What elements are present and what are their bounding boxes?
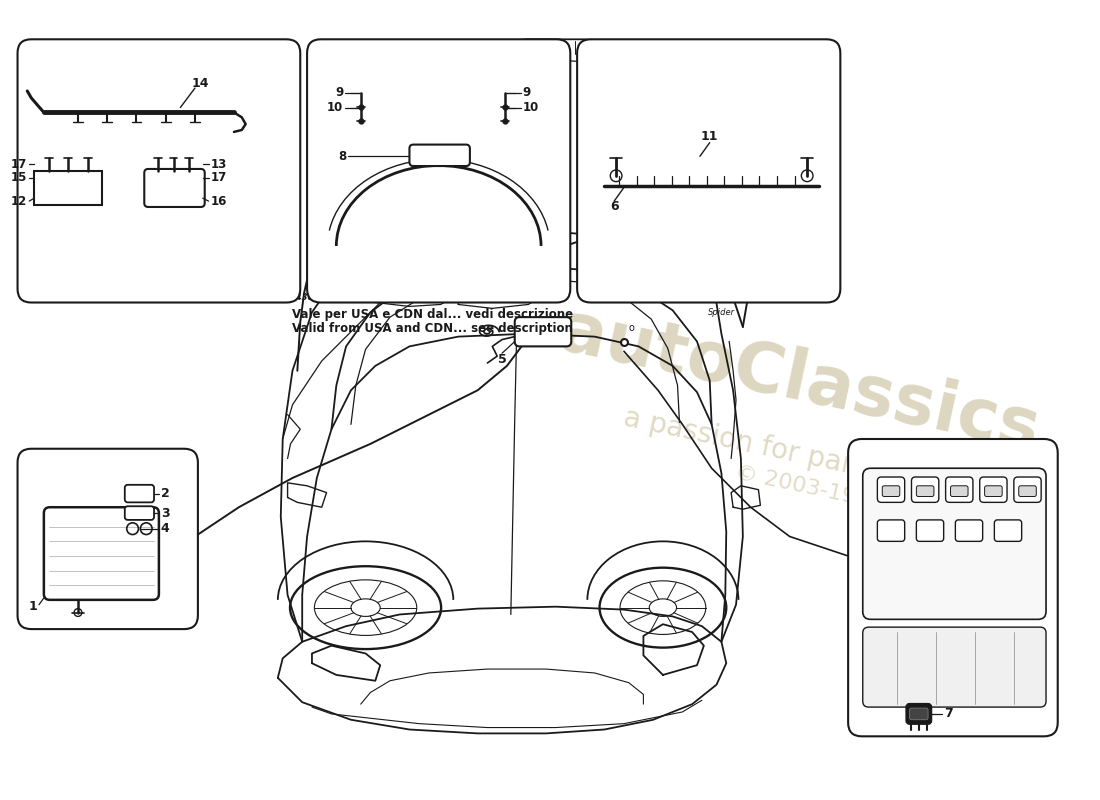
Text: 8: 8 <box>338 150 346 162</box>
FancyBboxPatch shape <box>882 486 900 497</box>
FancyBboxPatch shape <box>18 449 198 629</box>
Text: Vale per USA e CDN dal... vedi descrizione: Vale per USA e CDN dal... vedi descrizio… <box>293 308 573 321</box>
Text: 4: 4 <box>161 522 169 535</box>
FancyBboxPatch shape <box>916 520 944 542</box>
Text: 17: 17 <box>210 171 227 184</box>
FancyBboxPatch shape <box>950 486 968 497</box>
FancyBboxPatch shape <box>18 39 300 302</box>
FancyBboxPatch shape <box>124 485 154 502</box>
FancyBboxPatch shape <box>409 145 470 166</box>
FancyBboxPatch shape <box>515 317 571 346</box>
FancyBboxPatch shape <box>912 477 938 502</box>
Text: 5: 5 <box>497 353 506 366</box>
Text: 10: 10 <box>522 101 539 114</box>
Text: 16: 16 <box>210 194 227 208</box>
Text: 15: 15 <box>11 171 28 184</box>
FancyBboxPatch shape <box>984 486 1002 497</box>
Text: 10: 10 <box>327 101 343 114</box>
Text: 9: 9 <box>334 86 343 99</box>
Text: 12: 12 <box>11 194 28 208</box>
FancyBboxPatch shape <box>878 477 904 502</box>
Text: © 2003-1985: © 2003-1985 <box>734 462 886 514</box>
FancyBboxPatch shape <box>916 486 934 497</box>
FancyBboxPatch shape <box>124 506 154 520</box>
Text: 13: 13 <box>210 158 227 170</box>
Text: 14: 14 <box>191 77 209 90</box>
FancyBboxPatch shape <box>848 439 1058 736</box>
Text: 6: 6 <box>609 201 618 214</box>
FancyBboxPatch shape <box>1019 486 1036 497</box>
Text: autoClassics: autoClassics <box>553 297 1045 464</box>
FancyBboxPatch shape <box>44 507 158 600</box>
Text: 1: 1 <box>29 600 37 613</box>
Text: o: o <box>629 323 635 333</box>
FancyBboxPatch shape <box>144 169 205 207</box>
Text: 7: 7 <box>944 707 953 721</box>
Text: Spider: Spider <box>707 308 735 317</box>
Text: 2: 2 <box>161 487 169 500</box>
Text: 11: 11 <box>701 130 718 143</box>
FancyBboxPatch shape <box>1014 477 1042 502</box>
FancyBboxPatch shape <box>994 520 1022 542</box>
Text: F430: F430 <box>290 293 314 302</box>
FancyBboxPatch shape <box>910 708 928 720</box>
Text: 3: 3 <box>161 506 169 519</box>
FancyBboxPatch shape <box>307 39 570 302</box>
FancyBboxPatch shape <box>578 39 840 302</box>
FancyBboxPatch shape <box>862 468 1046 619</box>
FancyBboxPatch shape <box>34 171 102 205</box>
Text: a passion for parts: a passion for parts <box>621 403 880 485</box>
FancyBboxPatch shape <box>946 477 972 502</box>
Text: 9: 9 <box>522 86 531 99</box>
Text: Valid from USA and CDN... see description: Valid from USA and CDN... see descriptio… <box>293 322 573 335</box>
FancyBboxPatch shape <box>980 477 1006 502</box>
FancyBboxPatch shape <box>906 704 931 724</box>
Text: 17: 17 <box>11 158 28 170</box>
FancyBboxPatch shape <box>878 520 904 542</box>
FancyBboxPatch shape <box>956 520 982 542</box>
FancyBboxPatch shape <box>862 627 1046 707</box>
